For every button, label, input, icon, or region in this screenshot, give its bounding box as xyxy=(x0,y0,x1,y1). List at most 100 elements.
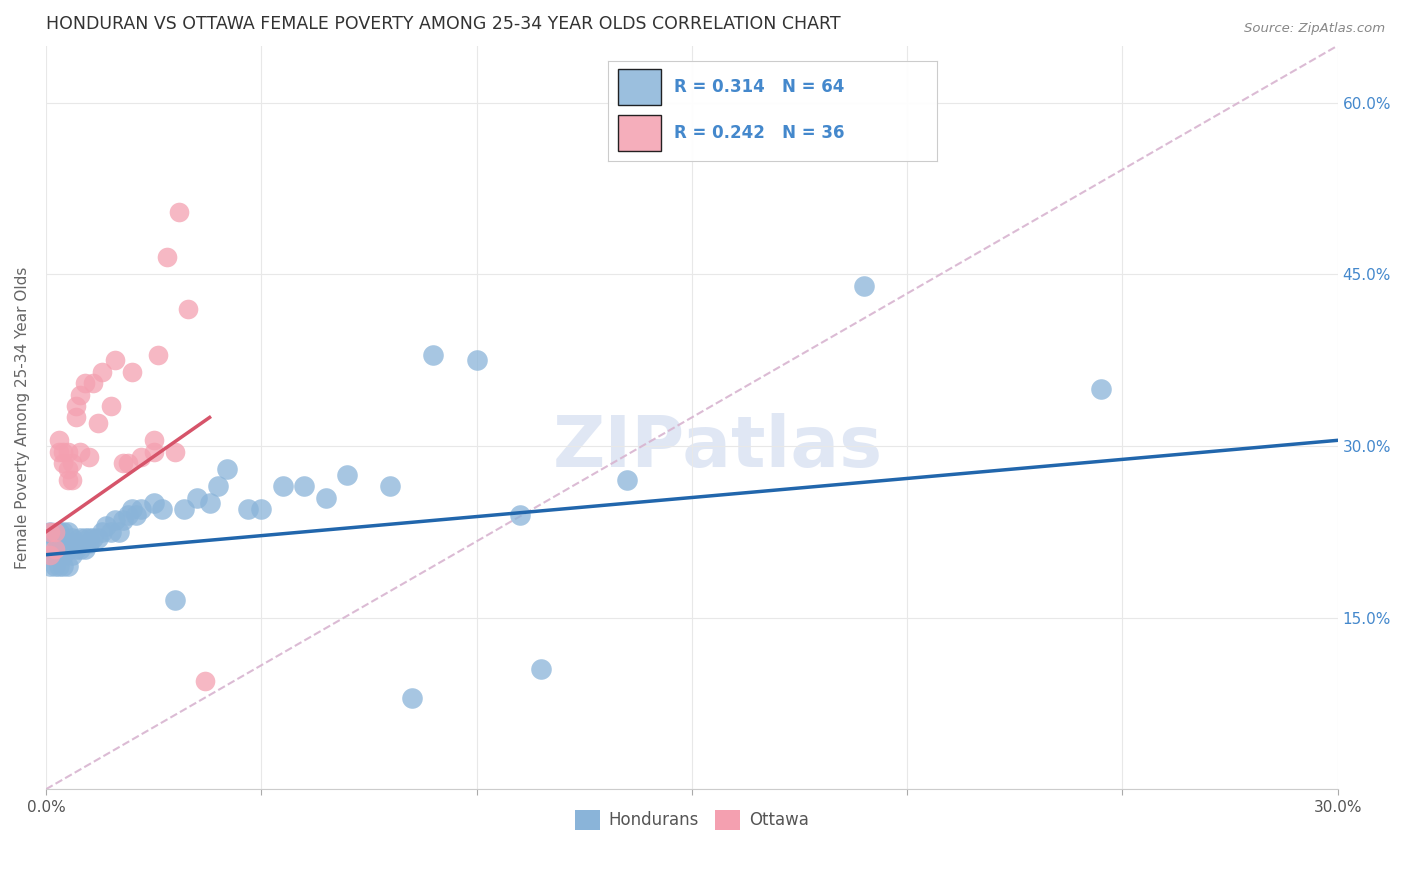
Point xyxy=(65,541,87,556)
Point xyxy=(44,559,66,574)
Text: Source: ZipAtlas.com: Source: ZipAtlas.com xyxy=(1244,22,1385,36)
Point xyxy=(60,548,83,562)
Point xyxy=(48,536,70,550)
Point xyxy=(121,365,143,379)
Point xyxy=(150,502,173,516)
Point xyxy=(380,479,402,493)
Point xyxy=(104,353,127,368)
Point xyxy=(117,508,139,522)
Point xyxy=(125,508,148,522)
Point xyxy=(238,502,260,516)
Point xyxy=(616,474,638,488)
Point xyxy=(77,450,100,465)
Point xyxy=(77,536,100,550)
Point xyxy=(48,444,70,458)
Point xyxy=(39,524,62,539)
Point xyxy=(44,541,66,556)
Point xyxy=(44,524,66,539)
Point xyxy=(60,474,83,488)
Point xyxy=(112,456,135,470)
Point xyxy=(56,559,79,574)
Point xyxy=(52,548,75,562)
Point xyxy=(146,347,169,361)
Point xyxy=(48,434,70,448)
Point xyxy=(96,519,118,533)
Y-axis label: Female Poverty Among 25-34 Year Olds: Female Poverty Among 25-34 Year Olds xyxy=(15,266,30,568)
Point xyxy=(853,279,876,293)
Point xyxy=(142,434,165,448)
Point xyxy=(292,479,315,493)
Point xyxy=(56,474,79,488)
Point xyxy=(165,593,187,607)
Text: ZIPatlas: ZIPatlas xyxy=(553,413,883,482)
Point xyxy=(530,662,553,676)
Point xyxy=(173,502,195,516)
Point xyxy=(73,531,96,545)
Point xyxy=(198,496,221,510)
Point xyxy=(142,496,165,510)
Point xyxy=(39,541,62,556)
Point xyxy=(56,444,79,458)
Point xyxy=(315,491,337,505)
Point xyxy=(48,524,70,539)
Point xyxy=(86,416,108,430)
Point xyxy=(60,531,83,545)
Point xyxy=(336,467,359,482)
Point xyxy=(509,508,531,522)
Point xyxy=(48,548,70,562)
Point xyxy=(215,462,238,476)
Point xyxy=(52,559,75,574)
Point xyxy=(129,502,152,516)
Point xyxy=(100,524,122,539)
Point xyxy=(44,531,66,545)
Point xyxy=(207,479,229,493)
Point xyxy=(48,559,70,574)
Point xyxy=(52,524,75,539)
Point xyxy=(142,444,165,458)
Point xyxy=(82,531,104,545)
Point xyxy=(82,376,104,391)
Point xyxy=(65,410,87,425)
Point xyxy=(100,399,122,413)
Point xyxy=(422,347,444,361)
Point xyxy=(271,479,294,493)
Point xyxy=(129,450,152,465)
Point xyxy=(52,536,75,550)
Point xyxy=(73,376,96,391)
Point xyxy=(69,387,91,401)
Point xyxy=(1090,382,1112,396)
Point xyxy=(155,250,177,264)
Point xyxy=(186,491,208,505)
Point xyxy=(104,513,127,527)
Point xyxy=(39,548,62,562)
Point xyxy=(165,444,187,458)
Text: HONDURAN VS OTTAWA FEMALE POVERTY AMONG 25-34 YEAR OLDS CORRELATION CHART: HONDURAN VS OTTAWA FEMALE POVERTY AMONG … xyxy=(46,15,841,33)
Point xyxy=(86,531,108,545)
Point xyxy=(121,502,143,516)
Point xyxy=(401,690,423,705)
Point xyxy=(91,524,114,539)
Point xyxy=(56,536,79,550)
Point xyxy=(44,548,66,562)
Point xyxy=(194,673,217,688)
Point xyxy=(91,365,114,379)
Point xyxy=(65,399,87,413)
Point xyxy=(56,462,79,476)
Point xyxy=(39,559,62,574)
Point xyxy=(39,524,62,539)
Point xyxy=(65,536,87,550)
Point xyxy=(465,353,488,368)
Point xyxy=(169,204,191,219)
Point xyxy=(69,541,91,556)
Point xyxy=(56,541,79,556)
Legend: Hondurans, Ottawa: Hondurans, Ottawa xyxy=(568,803,815,837)
Point xyxy=(69,531,91,545)
Point xyxy=(60,456,83,470)
Point xyxy=(60,536,83,550)
Point xyxy=(77,531,100,545)
Point xyxy=(69,444,91,458)
Point xyxy=(117,456,139,470)
Point xyxy=(73,541,96,556)
Point xyxy=(108,524,131,539)
Point xyxy=(52,444,75,458)
